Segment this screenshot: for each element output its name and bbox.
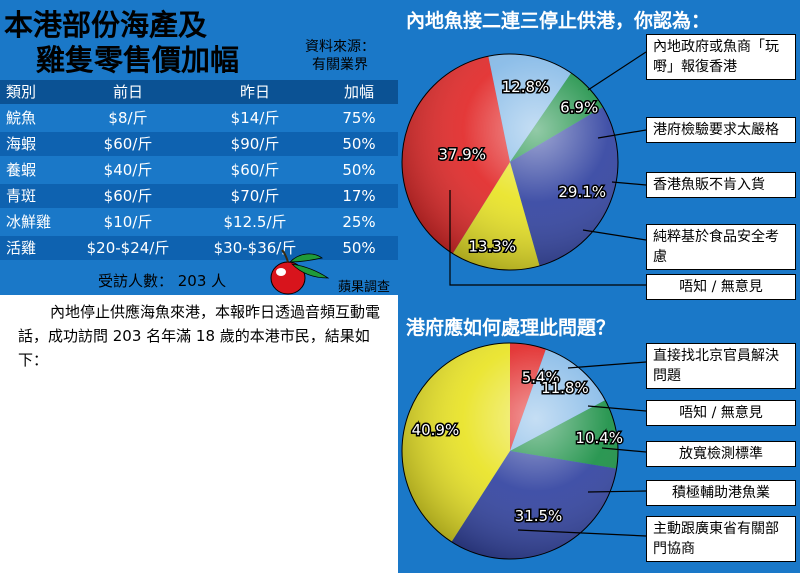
- pie2-title: 港府應如何處理此問題？: [406, 317, 616, 339]
- row-yesterday-price: $90/斤: [230, 135, 280, 153]
- pie2-legend-box: 唔知 / 無意見: [646, 400, 796, 426]
- row-prev-price: $60/斤: [103, 187, 153, 205]
- row-prev-price: $10/斤: [103, 213, 153, 231]
- apple-logo-icon: [270, 249, 330, 295]
- row-increase: 25%: [342, 213, 376, 231]
- leader-line: [449, 190, 646, 286]
- pie2-legend-box: 積極輔助港魚業: [646, 480, 796, 506]
- table-row: 活雞 $20-$24/斤 $30-$36/斤 50%: [0, 236, 398, 260]
- pie-percent-label: 12.8%: [502, 78, 550, 96]
- leader-line: [587, 490, 647, 493]
- pie-shading: [401, 342, 619, 560]
- leader-line: [597, 129, 647, 139]
- pie-percent-label: 11.8%: [541, 379, 589, 397]
- table-row: 青斑 $60/斤 $70/斤 17%: [0, 184, 398, 208]
- pie-percent-label: 31.5%: [515, 507, 563, 525]
- row-category: 養蝦: [6, 161, 37, 179]
- leader-line: [567, 361, 647, 369]
- right-panel: 37.9% 12.8% 6.9% 29.1% 13.3% 5.4% 11.8% 10.4% 3…: [398, 0, 800, 573]
- pie1-legend-box: 唔知 / 無意見: [646, 274, 796, 300]
- pie-percent-label: 10.4%: [575, 429, 623, 447]
- row-yesterday-price: $70/斤: [230, 187, 280, 205]
- row-increase: 50%: [342, 135, 376, 153]
- leader-line: [582, 229, 647, 241]
- row-increase: 17%: [342, 187, 376, 205]
- pie-percent-label: 40.9%: [412, 421, 460, 439]
- row-category: 青斑: [6, 187, 37, 205]
- pie-chart-2: 5.4%11.8% 10.4% 31.5% 40.9%: [401, 342, 625, 560]
- pie-shading: [401, 53, 619, 271]
- pie1-legend-box: 內地政府或魚商「玩嘢」報復香港: [646, 34, 796, 80]
- row-prev-price: $8/斤: [108, 109, 148, 127]
- source-label: 資料來源：: [305, 39, 375, 55]
- row-prev-price: $60/斤: [103, 135, 153, 153]
- price-title-line2: 雞隻零售價加幅: [36, 43, 240, 77]
- row-category: 鯇魚: [6, 109, 37, 127]
- pie1-legend-box: 純粹基於食品安全考慮: [646, 224, 796, 270]
- pie-percent-label: 5.4%: [522, 368, 560, 386]
- row-category: 海蝦: [6, 135, 37, 153]
- row-yesterday-price: $14/斤: [230, 109, 280, 127]
- pie-charts: 37.9% 12.8% 6.9% 29.1% 13.3% 5.4%11.8% 10.4% 3…: [401, 51, 647, 560]
- leader-lines: [449, 51, 647, 537]
- row-prev-price: $20-$24/斤: [86, 239, 170, 257]
- price-title-line1: 本港部份海產及: [4, 8, 208, 42]
- intro-text: 內地停止供應海魚來港，本報昨日透過音頻互動電話，成功訪問 203 名年滿 18 …: [18, 303, 381, 369]
- pie2-legend-box: 主動跟廣東省有關部門協商: [646, 516, 796, 562]
- row-category: 冰鮮雞: [6, 213, 52, 231]
- pie1-title: 內地魚接二連三停止供港，你認為：: [406, 10, 711, 32]
- row-increase: 50%: [342, 239, 376, 257]
- row-yesterday-price: $60/斤: [230, 161, 280, 179]
- pie1-legend-box: 香港魚販不肯入貨: [646, 172, 796, 198]
- left-panel: 本港部份海產及 雞隻零售價加幅 資料來源： 有關業界 類別 前日 昨日 加幅 鯇…: [0, 0, 398, 573]
- table-row: 養蝦 $40/斤 $60/斤 50%: [0, 158, 398, 182]
- respondent-count: 受訪人數： 203 人: [98, 272, 227, 290]
- table-header: 類別 前日 昨日 加幅: [0, 80, 398, 104]
- leader-line: [517, 529, 647, 537]
- survey-credit: 蘋果調查: [338, 280, 391, 295]
- pie-chart-1: 37.9% 12.8% 6.9% 29.1% 13.3%: [401, 53, 619, 271]
- header-prev-day: 前日: [112, 83, 143, 101]
- pie-percent-label: 13.3%: [468, 237, 516, 255]
- pie1-legend-box: 港府檢驗要求太嚴格: [646, 117, 796, 143]
- row-increase: 75%: [342, 109, 376, 127]
- table-row: 冰鮮雞 $10/斤 $12.5/斤 25%: [0, 210, 398, 234]
- pie2-legend-box: 放寬檢測標準: [646, 441, 796, 467]
- header-category: 類別: [6, 83, 37, 101]
- table-row: 海蝦 $60/斤 $90/斤 50%: [0, 132, 398, 156]
- pie-percent-label: 6.9%: [560, 99, 598, 117]
- row-prev-price: $40/斤: [103, 161, 153, 179]
- header-yesterday: 昨日: [239, 83, 270, 101]
- price-panel: 本港部份海產及 雞隻零售價加幅 資料來源： 有關業界 類別 前日 昨日 加幅 鯇…: [0, 0, 398, 295]
- header-increase: 加幅: [343, 83, 374, 101]
- table-row: 鯇魚 $8/斤 $14/斤 75%: [0, 106, 398, 130]
- pie-percent-label: 37.9%: [438, 145, 486, 163]
- source-note: 資料來源： 有關業界: [285, 38, 395, 74]
- leader-line: [611, 181, 647, 186]
- pie2-legend-box: 直接找北京官員解決問題: [646, 343, 796, 389]
- leader-line: [587, 51, 647, 91]
- pie-percent-label: 29.1%: [558, 183, 606, 201]
- row-category: 活雞: [6, 239, 37, 257]
- row-yesterday-price: $12.5/斤: [223, 213, 287, 231]
- row-increase: 50%: [342, 161, 376, 179]
- leader-line: [601, 447, 647, 453]
- leader-line: [587, 405, 647, 412]
- row-yesterday-price: $30-$36/斤: [213, 239, 297, 257]
- source-value: 有關業界: [312, 57, 368, 73]
